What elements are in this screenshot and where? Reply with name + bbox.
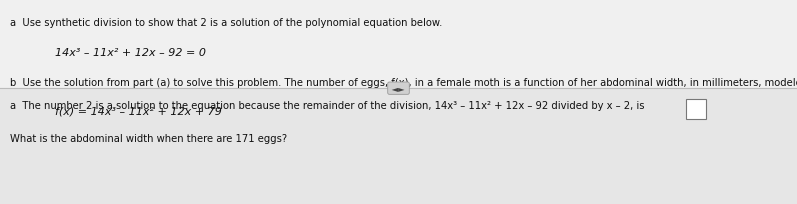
FancyBboxPatch shape xyxy=(686,100,706,120)
Text: f(x) = 14x³ – 11x² + 12x + 79: f(x) = 14x³ – 11x² + 12x + 79 xyxy=(55,105,222,115)
Text: b  Use the solution from part (a) to solve this problem. The number of eggs, f(x: b Use the solution from part (a) to solv… xyxy=(10,78,797,88)
Bar xyxy=(0,0,797,89)
Text: a  The number 2 is a solution to the equation because the remainder of the divis: a The number 2 is a solution to the equa… xyxy=(10,101,645,111)
Text: What is the abdominal width when there are 171 eggs?: What is the abdominal width when there a… xyxy=(10,133,287,143)
Text: ◄►: ◄► xyxy=(390,84,407,93)
Text: a  Use synthetic division to show that 2 is a solution of the polynomial equatio: a Use synthetic division to show that 2 … xyxy=(10,18,442,28)
Text: 14x³ – 11x² + 12x – 92 = 0: 14x³ – 11x² + 12x – 92 = 0 xyxy=(55,48,206,58)
Bar xyxy=(0,89,797,204)
